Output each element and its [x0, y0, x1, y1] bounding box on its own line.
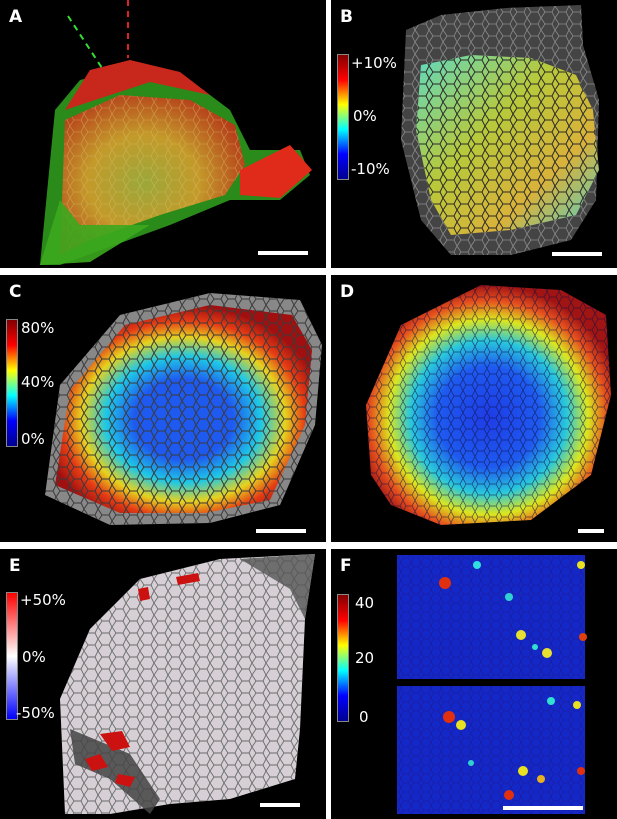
panel-b-colorbar-max: +10%: [351, 54, 397, 72]
panel-b-image: [401, 5, 599, 255]
panel-f-image: [397, 555, 587, 814]
panel-c-image: [45, 293, 322, 525]
panel-f-colorbar-mid: 20: [355, 649, 375, 667]
panel-d-image: [366, 285, 611, 525]
panel-f-colorbar-min: 0: [359, 708, 369, 726]
panel-c: C 80% 40% 0%: [0, 275, 326, 542]
panel-d-scale-bar: [578, 529, 604, 533]
panel-e-image: [60, 554, 315, 814]
panel-b-label: B: [340, 7, 353, 27]
panel-f-label: F: [340, 556, 352, 576]
panel-d: D: [331, 275, 617, 542]
panel-e-colorbar-max: +50%: [20, 591, 66, 609]
panel-e-colorbar-min: -50%: [16, 704, 55, 722]
panel-f: F 40 20 0: [331, 549, 617, 819]
panel-c-colorbar-mid: 40%: [21, 373, 55, 391]
panel-e-label: E: [9, 556, 21, 576]
panel-c-colorbar-max: 80%: [21, 319, 55, 337]
panel-e-colorbar-mid: 0%: [22, 648, 46, 666]
panel-c-colorbar: [6, 319, 18, 447]
panel-a: A: [0, 0, 326, 268]
panel-d-label: D: [340, 282, 355, 302]
panel-c-colorbar-min: 0%: [21, 430, 45, 448]
panel-e-colorbar: [6, 592, 18, 720]
panel-c-label: C: [9, 282, 22, 302]
panel-b-scale-bar: [552, 252, 602, 256]
panel-a-image: [40, 0, 312, 265]
panel-f-colorbar-max: 40: [355, 594, 375, 612]
panel-f-colorbar: [337, 594, 349, 722]
panel-a-scale-bar: [258, 251, 308, 255]
panel-c-scale-bar: [256, 529, 306, 533]
panel-b: B +10% 0% -10%: [331, 0, 617, 268]
panel-f-scale-bar: [503, 806, 583, 810]
panel-e: E +50% 0% -50%: [0, 549, 326, 819]
panel-b-colorbar: [337, 54, 349, 180]
panel-b-colorbar-mid: 0%: [353, 107, 377, 125]
panel-b-colorbar-min: -10%: [351, 160, 390, 178]
panel-e-scale-bar: [260, 803, 300, 807]
panel-a-label: A: [9, 7, 23, 27]
